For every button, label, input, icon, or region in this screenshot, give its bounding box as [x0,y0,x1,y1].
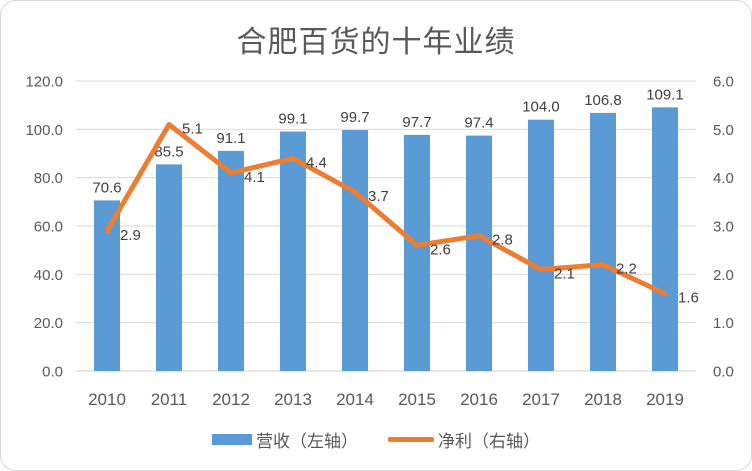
left-axis-tick: 40.0 [34,267,63,284]
line-value-label: 2.2 [616,261,637,278]
x-axis-label-2010: 2010 [88,390,126,409]
x-axis-label-2018: 2018 [584,390,622,409]
line-value-label: 4.1 [244,169,265,186]
left-axis-tick: 80.0 [34,170,63,187]
chart-legend: 营收（左轴） 净利（右轴） [1,427,751,452]
right-axis-tick: 6.0 [713,74,734,91]
bar-2013[interactable] [280,131,306,371]
x-axis-label-2015: 2015 [398,390,436,409]
bar-2011[interactable] [156,164,182,371]
x-axis-label-2011: 2011 [151,390,188,409]
line-value-label: 2.1 [554,266,575,283]
legend-label-revenue: 营收（左轴） [256,432,358,451]
legend-item-revenue[interactable]: 营收（左轴） [212,427,358,452]
bar-value-label: 99.7 [340,109,369,126]
left-axis-tick: 20.0 [34,315,63,332]
bar-value-label: 106.8 [584,92,622,109]
x-axis-label-2016: 2016 [460,390,498,409]
right-axis-tick: 3.0 [713,219,734,236]
legend-label-profit: 净利（右轴） [438,432,540,451]
bar-2016[interactable] [466,135,492,371]
bar-2019[interactable] [652,107,678,371]
bar-value-label: 97.7 [402,114,431,131]
profit-line-swatch-icon [388,437,434,442]
left-axis-tick: 120.0 [25,74,63,91]
x-axis-label-2014: 2014 [336,390,374,409]
right-axis-tick: 1.0 [713,315,734,332]
right-axis-tick: 5.0 [713,122,734,139]
bar-2018[interactable] [590,112,616,372]
line-value-label: 2.9 [120,227,141,244]
left-axis-tick: 0.0 [42,364,63,381]
right-axis-tick: 2.0 [713,267,734,284]
left-axis-tick: 100.0 [25,122,63,139]
bar-value-label: 70.6 [92,179,121,196]
chart-title: 合肥百货的十年业绩 [236,26,516,59]
bar-2014[interactable] [342,130,368,371]
revenue-bar-swatch-icon [212,434,252,445]
right-axis-tick: 4.0 [713,170,734,187]
line-value-label: 5.1 [182,121,203,138]
line-value-label: 1.6 [678,290,699,307]
bar-value-label: 104.0 [522,99,560,116]
line-value-label: 4.4 [306,154,327,171]
line-value-label: 2.8 [492,232,513,249]
x-axis-label-2017: 2017 [522,390,560,409]
bar-value-label: 99.1 [278,111,307,128]
line-value-label: 3.7 [368,188,389,205]
bar-value-label: 97.4 [464,115,493,132]
bar-2012[interactable] [218,150,244,371]
bar-2015[interactable] [404,134,430,371]
x-axis-label-2019: 2019 [646,390,684,409]
bar-value-label: 91.1 [216,130,245,147]
right-axis-tick: 0.0 [713,364,734,381]
bar-value-label: 109.1 [646,86,684,103]
bar-value-label: 85.5 [154,143,183,160]
bar-2017[interactable] [528,119,554,372]
left-axis-tick: 60.0 [34,219,63,236]
line-value-label: 2.6 [430,241,451,258]
x-axis-label-2013: 2013 [274,390,312,409]
x-axis-label-2012: 2012 [212,390,250,409]
profit-line[interactable] [104,122,668,297]
legend-item-profit[interactable]: 净利（右轴） [388,427,540,452]
